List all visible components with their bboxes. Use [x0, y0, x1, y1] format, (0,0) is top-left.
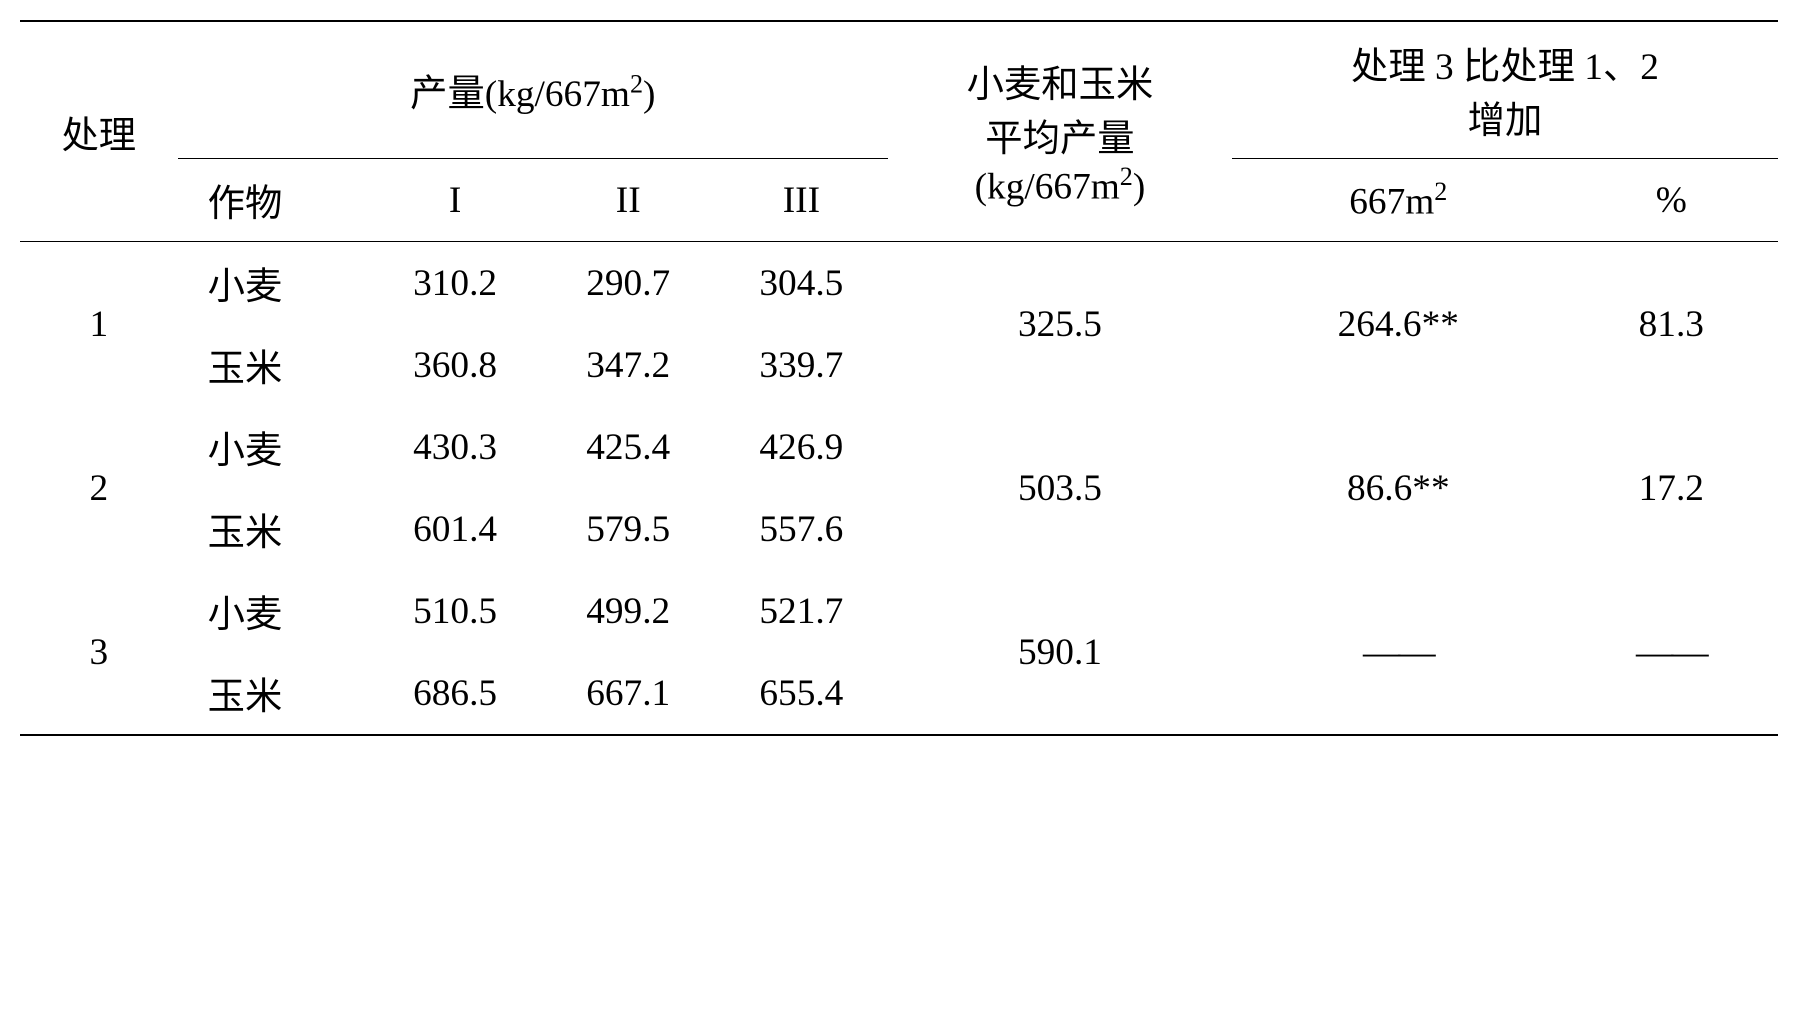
header-inc-abs-sup: 2	[1434, 177, 1447, 206]
cell-crop: 小麦	[178, 242, 369, 325]
cell-value: 686.5	[369, 652, 542, 735]
cell-value: 579.5	[542, 488, 715, 570]
yield-table: 处理 产量(kg/667m2) 小麦和玉米 平均产量 (kg/667m2) 处理…	[20, 20, 1778, 736]
header-inc-l1: 处理 3 比处理 1、2	[1351, 47, 1659, 88]
cell-value: 430.3	[369, 406, 542, 488]
cell-crop: 小麦	[178, 406, 369, 488]
header-yield-group: 产量(kg/667m2)	[178, 21, 888, 159]
header-treatment: 处理	[20, 21, 178, 242]
cell-value: 290.7	[542, 242, 715, 325]
cell-avg: 503.5	[888, 406, 1232, 570]
cell-value: 426.9	[715, 406, 888, 488]
cell-value: 655.4	[715, 652, 888, 735]
header-yield-text: 产量(kg/667m	[410, 74, 630, 115]
cell-treatment: 2	[20, 406, 178, 570]
header-inc-pct: %	[1565, 159, 1778, 242]
cell-value: 601.4	[369, 488, 542, 570]
cell-value: 310.2	[369, 242, 542, 325]
cell-crop: 玉米	[178, 324, 369, 406]
cell-inc-pct: ——	[1565, 570, 1778, 735]
cell-inc-abs: ——	[1232, 570, 1565, 735]
header-avg-l3a: (kg/667m	[975, 167, 1120, 208]
cell-value: 304.5	[715, 242, 888, 325]
header-avg-l1: 小麦和玉米	[967, 65, 1154, 106]
cell-value: 510.5	[369, 570, 542, 652]
cell-inc-abs: 264.6**	[1232, 242, 1565, 407]
header-crop: 作物	[178, 159, 369, 242]
cell-value: 360.8	[369, 324, 542, 406]
header-rep3: III	[715, 159, 888, 242]
header-rep1: I	[369, 159, 542, 242]
cell-value: 339.7	[715, 324, 888, 406]
cell-value: 347.2	[542, 324, 715, 406]
cell-inc-pct: 81.3	[1565, 242, 1778, 407]
cell-crop: 小麦	[178, 570, 369, 652]
cell-crop: 玉米	[178, 652, 369, 735]
header-yield-close: )	[643, 74, 655, 115]
cell-crop: 玉米	[178, 488, 369, 570]
cell-value: 557.6	[715, 488, 888, 570]
cell-avg: 325.5	[888, 242, 1232, 407]
header-avg-l3b: )	[1133, 167, 1145, 208]
header-increase-group: 处理 3 比处理 1、2 增加	[1232, 21, 1778, 159]
header-rep2: II	[542, 159, 715, 242]
header-inc-abs-pre: 667m	[1349, 181, 1434, 222]
cell-value: 425.4	[542, 406, 715, 488]
cell-avg: 590.1	[888, 570, 1232, 735]
cell-inc-pct: 17.2	[1565, 406, 1778, 570]
cell-value: 521.7	[715, 570, 888, 652]
header-inc-abs: 667m2	[1232, 159, 1565, 242]
header-avg-l3sup: 2	[1120, 162, 1133, 191]
header-avg: 小麦和玉米 平均产量 (kg/667m2)	[888, 21, 1232, 242]
cell-inc-abs: 86.6**	[1232, 406, 1565, 570]
cell-treatment: 1	[20, 242, 178, 407]
cell-treatment: 3	[20, 570, 178, 735]
header-inc-l2: 增加	[1468, 101, 1543, 142]
cell-value: 499.2	[542, 570, 715, 652]
header-avg-l2: 平均产量	[985, 119, 1134, 160]
header-yield-sup: 2	[630, 70, 643, 99]
cell-value: 667.1	[542, 652, 715, 735]
